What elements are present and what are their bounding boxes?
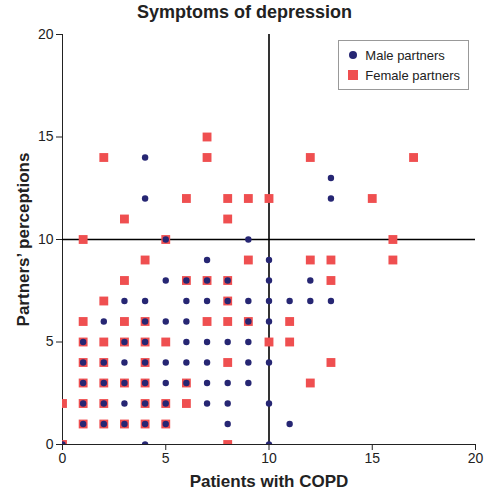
svg-text:10: 10 xyxy=(38,231,54,247)
svg-text:15: 15 xyxy=(364,450,380,466)
svg-text:20: 20 xyxy=(38,26,54,42)
html-text:Symptoms of depression: Symptoms of depression xyxy=(137,2,352,22)
svg-text:20: 20 xyxy=(468,450,484,466)
svg-text:Partners’ perceptions: Partners’ perceptions xyxy=(14,153,33,327)
svg-text:5: 5 xyxy=(46,333,54,349)
html-text:Female partners: Female partners xyxy=(365,67,460,83)
html-text:Male partners: Male partners xyxy=(365,47,445,63)
svg-text:15: 15 xyxy=(38,128,54,144)
svg-text:0: 0 xyxy=(59,450,67,466)
svg-text:10: 10 xyxy=(261,450,277,466)
svg-text:5: 5 xyxy=(162,450,170,466)
svg-text:Patients with COPD: Patients with COPD xyxy=(190,472,349,491)
svg-text:0: 0 xyxy=(46,436,54,452)
